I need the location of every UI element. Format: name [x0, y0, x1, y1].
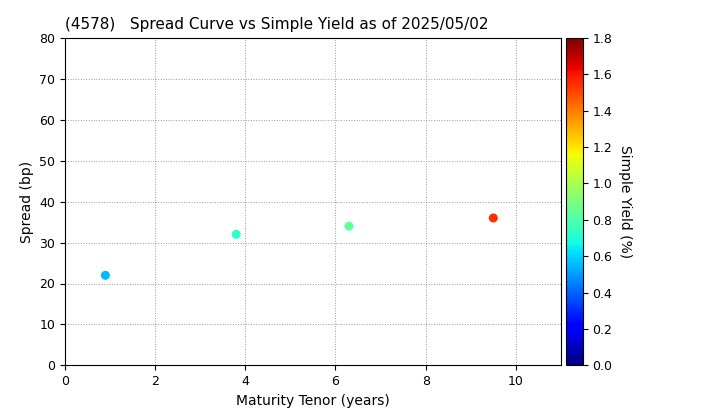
Y-axis label: Spread (bp): Spread (bp) [19, 160, 34, 243]
Point [230, 231, 242, 238]
Point [343, 223, 355, 229]
Y-axis label: Simple Yield (%): Simple Yield (%) [618, 145, 631, 258]
Text: (4578)   Spread Curve vs Simple Yield as of 2025/05/02: (4578) Spread Curve vs Simple Yield as o… [65, 18, 488, 32]
Point [487, 215, 499, 221]
Point [99, 272, 111, 279]
X-axis label: Maturity Tenor (years): Maturity Tenor (years) [236, 394, 390, 408]
